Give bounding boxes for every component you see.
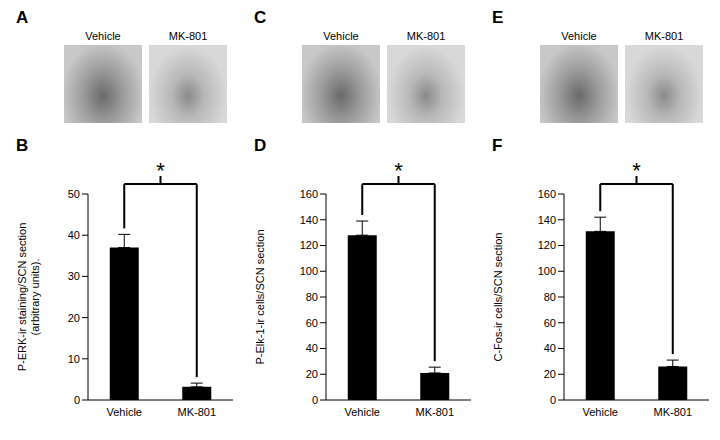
svg-text:160: 160	[300, 188, 318, 200]
html-text:F: F	[492, 136, 503, 155]
svg-text:10: 10	[68, 353, 80, 365]
svg-text:MK-801: MK-801	[653, 406, 692, 418]
svg-text:P-ERK-ir staining/SCN section(: P-ERK-ir staining/SCN section(arbitrary …	[16, 223, 41, 372]
svg-text:P-Elk-1-ir cells/SCN section: P-Elk-1-ir cells/SCN section	[254, 229, 266, 364]
svg-text:C-Fos-ir cells/SCN section: C-Fos-ir cells/SCN section	[492, 233, 504, 362]
svg-text:30: 30	[68, 270, 80, 282]
svg-text:40: 40	[306, 342, 318, 354]
html-text:MK-801: MK-801	[644, 30, 684, 42]
svg-text:20: 20	[544, 368, 556, 380]
svg-text:Vehicle: Vehicle	[345, 406, 380, 418]
svg-text:120: 120	[538, 239, 556, 251]
svg-text:40: 40	[68, 229, 80, 241]
svg-text:0: 0	[74, 394, 80, 406]
html-text:C: C	[254, 8, 267, 27]
svg-text:140: 140	[538, 214, 556, 226]
svg-text:0: 0	[550, 394, 556, 406]
svg-text:0: 0	[312, 394, 318, 406]
html-text:MK-801: MK-801	[168, 30, 208, 42]
svg-text:Vehicle: Vehicle	[583, 406, 618, 418]
svg-text:100: 100	[300, 265, 318, 277]
html-text:Vehicle: Vehicle	[561, 30, 597, 42]
html-text:Vehicle: Vehicle	[323, 30, 359, 42]
svg-text:*: *	[632, 158, 641, 183]
svg-text:80: 80	[306, 291, 318, 303]
html-text:A: A	[16, 8, 29, 27]
svg-text:20: 20	[306, 368, 318, 380]
svg-text:160: 160	[538, 188, 556, 200]
svg-text:Vehicle: Vehicle	[107, 406, 142, 418]
svg-text:50: 50	[68, 188, 80, 200]
svg-text:MK-801: MK-801	[177, 406, 216, 418]
svg-text:MK-801: MK-801	[415, 406, 454, 418]
svg-text:120: 120	[300, 239, 318, 251]
svg-text:60: 60	[544, 317, 556, 329]
html-text:E: E	[492, 8, 504, 27]
svg-text:140: 140	[300, 214, 318, 226]
svg-text:20: 20	[68, 312, 80, 324]
svg-text:100: 100	[538, 265, 556, 277]
svg-text:*: *	[156, 158, 165, 183]
html-text:Vehicle: Vehicle	[85, 30, 121, 42]
svg-text:60: 60	[306, 317, 318, 329]
html-text:B: B	[16, 136, 29, 155]
html-text:MK-801: MK-801	[406, 30, 446, 42]
svg-text:*: *	[394, 158, 403, 183]
svg-text:80: 80	[544, 291, 556, 303]
svg-text:40: 40	[544, 342, 556, 354]
html-text:D: D	[254, 136, 267, 155]
